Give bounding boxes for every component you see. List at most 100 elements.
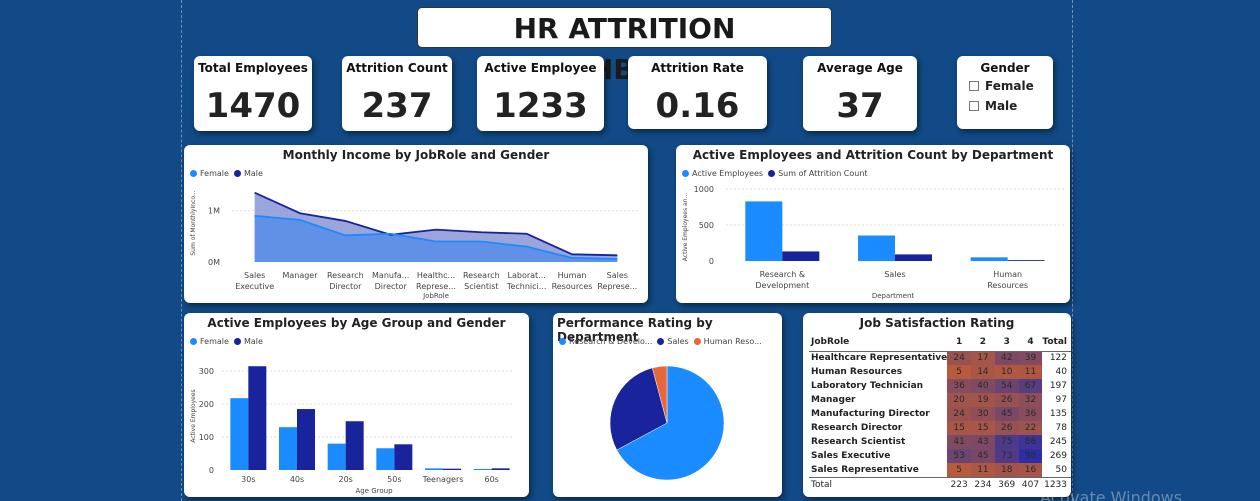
- dashboard-title: HR ATTRITION DASHBOARD: [417, 7, 832, 86]
- legend-label-sales: Sales: [667, 337, 689, 346]
- y-axis-label: Active Employees: [190, 389, 197, 442]
- x-tick-label: Scientist: [464, 282, 498, 291]
- column-header[interactable]: 3: [994, 333, 1019, 352]
- heat-cell: 26: [994, 421, 1019, 435]
- x-tick-label: Research: [327, 271, 364, 280]
- heat-cell: 36: [1018, 407, 1043, 421]
- column-header[interactable]: Total: [1042, 333, 1071, 352]
- x-tick-label: 20s: [338, 475, 352, 484]
- heat-cell: 15: [971, 421, 995, 435]
- column-header[interactable]: 1: [947, 333, 972, 352]
- kpi-value: 237: [361, 86, 433, 126]
- heat-cell: 15: [947, 421, 972, 435]
- job-satisfaction-table[interactable]: Job Satisfaction Rating JobRole 1 2 3 4 …: [803, 313, 1071, 497]
- column-header[interactable]: 2: [971, 333, 995, 352]
- heat-cell: 98: [1018, 449, 1043, 463]
- table-row[interactable]: Sales Representative 5 11 18 16 50: [809, 463, 1071, 477]
- table-row[interactable]: Manager 20 19 26 32 97: [809, 393, 1071, 407]
- kpi-attrition-rate[interactable]: Attrition Rate 0.16: [628, 56, 767, 129]
- table-row[interactable]: Research Scientist 41 43 75 86 245: [809, 435, 1071, 449]
- heat-cell: 26: [994, 393, 1019, 407]
- kpi-value: 1470: [205, 86, 301, 126]
- heat-cell: 41: [947, 435, 972, 449]
- x-tick-label: Research: [463, 271, 500, 280]
- x-tick-label: Research &: [760, 270, 805, 279]
- x-tick-label: Teenagers: [422, 475, 464, 484]
- heat-cell: 75: [994, 435, 1019, 449]
- y-axis-label: Active Employees an...: [682, 193, 689, 262]
- kpi-label: Attrition Rate: [651, 61, 744, 75]
- legend-dot-male: [233, 170, 241, 177]
- chart-title: Job Satisfaction Rating: [859, 316, 1015, 330]
- legend-dot-female: [190, 338, 197, 345]
- bar-female: [425, 468, 443, 470]
- legend-label-attrition: Sum of Attrition Count: [778, 169, 868, 178]
- dashboard-canvas: [181, 0, 1073, 501]
- legend-label-female: Female: [200, 169, 229, 178]
- gender-option-female[interactable]: Female: [969, 79, 1034, 93]
- heat-cell: 36: [947, 379, 972, 393]
- department-chart[interactable]: Active Employees and Attrition Count by …: [676, 145, 1070, 303]
- gender-option-male[interactable]: Male: [969, 99, 1017, 113]
- row-jobrole: Research Scientist: [811, 437, 906, 447]
- checkbox-icon[interactable]: [969, 101, 979, 111]
- row-total: 269: [1049, 451, 1067, 461]
- column-total: 223: [947, 476, 972, 493]
- table-row[interactable]: Research Director 15 15 26 22 78: [809, 421, 1071, 435]
- heat-cell: 18: [994, 463, 1019, 477]
- heat-cell: 45: [994, 407, 1019, 421]
- performance-rating-chart[interactable]: Performance Rating by Department Researc…: [553, 313, 782, 497]
- bar-active-employees: [858, 235, 895, 261]
- x-tick-label: Manufa...: [372, 271, 409, 280]
- heat-cell: 10: [994, 365, 1019, 379]
- grand-total: 1233: [1042, 476, 1071, 493]
- bar-female: [279, 427, 297, 470]
- row-jobrole: Manager: [811, 395, 856, 405]
- age-group-plot: 0 100 200 300 Active Employees 30s 40s 20s 50s Te…: [190, 366, 514, 495]
- heat-cell: 22: [1018, 421, 1043, 435]
- y-axis-label: Sum of MonthlyInco...: [190, 190, 197, 255]
- bar-male: [297, 409, 315, 470]
- table-row[interactable]: Laboratory Technician 36 40 54 67 197: [809, 379, 1071, 393]
- column-header[interactable]: JobRole: [809, 333, 948, 352]
- checkbox-icon[interactable]: [969, 81, 979, 91]
- legend-dot-female: [190, 170, 197, 177]
- table-row[interactable]: Sales Executive 53 45 73 98 269: [809, 449, 1071, 463]
- kpi-attrition-count[interactable]: Attrition Count 237: [342, 56, 452, 131]
- legend-dot-hr: [693, 338, 701, 345]
- heat-cell: 20: [947, 393, 972, 407]
- x-tick-label: Technici...: [506, 282, 546, 291]
- y-tick-label: 0: [709, 257, 714, 266]
- row-jobrole: Research Director: [811, 423, 903, 433]
- performance-pie: [609, 365, 725, 481]
- x-tick-label: 40s: [290, 475, 304, 484]
- row-jobrole: Human Resources: [811, 367, 903, 377]
- chart-title: Performance Rating by Department: [557, 316, 713, 344]
- kpi-total-employees[interactable]: Total Employees 1470: [194, 56, 312, 131]
- column-total: 407: [1018, 476, 1043, 493]
- heat-cell: 86: [1018, 435, 1043, 449]
- table-row[interactable]: Healthcare Representative 24 17 42 39 122: [809, 351, 1071, 365]
- kpi-active-employee[interactable]: Active Employee 1233: [477, 56, 604, 131]
- x-tick-label: Healthc...: [417, 271, 455, 280]
- y-tick-label: 0: [209, 466, 214, 475]
- heat-cell: 24: [947, 407, 972, 421]
- row-jobrole: Sales Executive: [811, 451, 891, 461]
- table-row[interactable]: Human Resources 5 14 10 11 40: [809, 365, 1071, 379]
- bar-active-employees: [970, 257, 1008, 261]
- y-tick-label: 0M: [208, 258, 220, 267]
- heat-cell: 73: [994, 449, 1019, 463]
- table-row[interactable]: Manufacturing Director 24 30 45 36 135: [809, 407, 1071, 421]
- monthly-income-plot: 0M 1M Sum of MonthlyInco... Sales Executive M…: [190, 190, 640, 300]
- legend-dot-attrition: [768, 170, 776, 177]
- row-total: 50: [1055, 464, 1067, 475]
- kpi-average-age[interactable]: Average Age 37: [803, 56, 917, 131]
- age-group-chart[interactable]: Active Employees by Age Group and Gender…: [184, 313, 529, 497]
- column-header[interactable]: 4: [1018, 333, 1043, 352]
- row-total: 122: [1049, 353, 1067, 364]
- row-total: 40: [1055, 367, 1067, 377]
- heat-cell: 45: [971, 449, 995, 463]
- heat-cell: 30: [971, 407, 995, 421]
- monthly-income-chart[interactable]: Monthly Income by JobRole and Gender Fem…: [184, 145, 648, 303]
- column-total: 234: [971, 476, 995, 493]
